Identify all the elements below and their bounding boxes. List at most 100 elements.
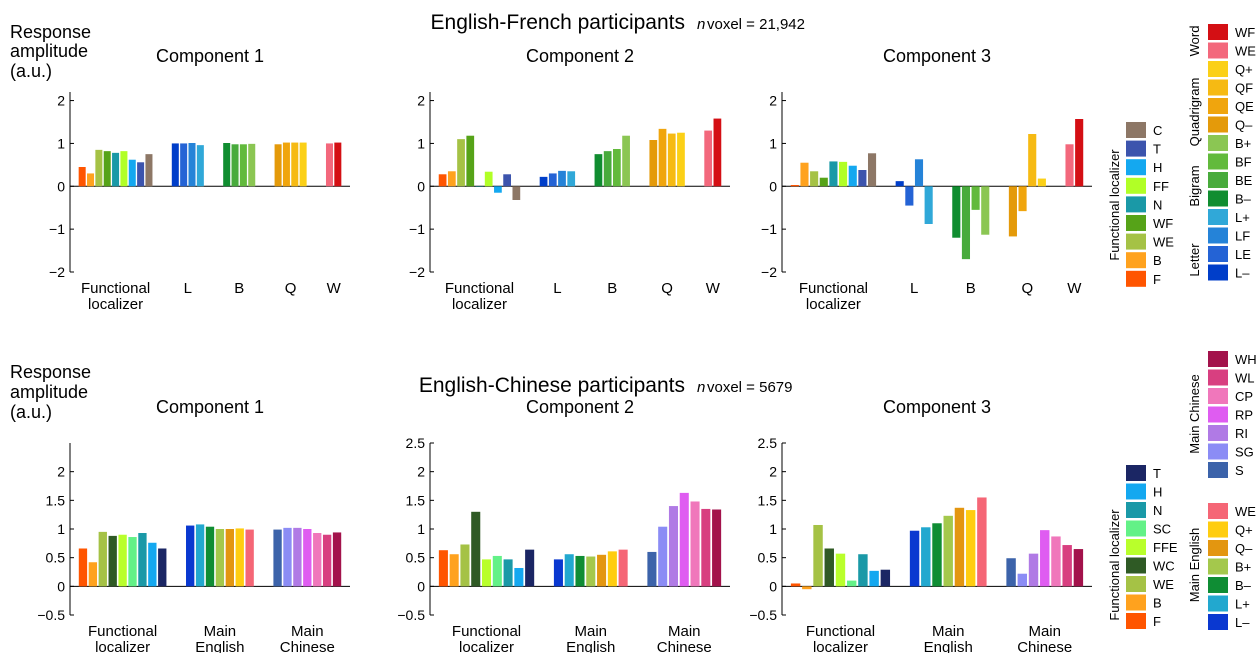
bar-ff (839, 161, 848, 187)
legend-label: Q+ (1235, 62, 1253, 77)
bar-q-c (965, 510, 976, 587)
bar-lf (914, 159, 924, 187)
y-tick-label: 2 (769, 93, 777, 109)
legend-swatch (1126, 140, 1146, 157)
bar-b (449, 554, 459, 587)
x-tick-label: W (327, 280, 342, 297)
legend-label: T (1153, 142, 1161, 157)
svg-text:amplitude: amplitude (10, 382, 88, 402)
bar-we (95, 149, 103, 187)
legend-label: F (1153, 614, 1161, 629)
bar-ffe (481, 559, 492, 587)
top-row-title: English-French participants (431, 11, 685, 34)
bar-sg (1017, 573, 1028, 587)
legend-label: FFE (1153, 540, 1178, 555)
legend-swatch (1208, 61, 1228, 77)
bar-b (88, 562, 98, 587)
bar-s (273, 529, 282, 587)
bar-qf (1028, 134, 1037, 187)
bar-f (78, 548, 88, 587)
bar-q- (649, 140, 658, 187)
bar-b-c (215, 529, 225, 587)
chart-panel-4: Component 1 −0.5 0 0.5 1 1.5 2 Functional locali… (37, 397, 350, 653)
bar-b- (622, 135, 630, 187)
legend-label: H (1153, 485, 1162, 500)
bar-wl (1062, 545, 1072, 587)
legend-swatch (1208, 135, 1228, 151)
legend-label: B (1153, 596, 1162, 611)
legend-swatch (1126, 215, 1146, 231)
bar-c (867, 153, 877, 187)
bar-b (87, 173, 95, 187)
bar-wl (322, 534, 332, 587)
legend-swatch (1208, 462, 1228, 478)
bar-q- (677, 132, 685, 187)
bar-h (148, 542, 157, 587)
legend-swatch (1126, 539, 1146, 555)
legend-swatch (1126, 233, 1146, 250)
y-tick-label: 0.5 (406, 550, 426, 566)
legend-label: Q+ (1235, 523, 1253, 538)
bar-l-c (921, 527, 931, 587)
top-row-voxel-count: voxel = 21,942 (707, 16, 805, 33)
bar-cp (1051, 536, 1061, 587)
x-tick-label: B (966, 280, 976, 297)
bar-cp (690, 501, 700, 587)
bar-wl (701, 508, 711, 587)
y-tick-label: 0 (769, 578, 777, 594)
bar-wec (977, 497, 987, 587)
legend-label: RI (1235, 426, 1248, 441)
bar-q- (1008, 186, 1017, 237)
bar-wc (108, 535, 117, 587)
y-tick-label: −0.5 (749, 607, 777, 623)
legend-label: L+ (1235, 210, 1250, 225)
bar-s (647, 551, 657, 587)
legend-label: N (1153, 503, 1162, 518)
legend-bottom-english: WE Q+ Q– B+ B– L+ L– (1208, 503, 1256, 630)
legend-swatch (1208, 172, 1228, 188)
svg-text:(a.u.): (a.u.) (10, 61, 52, 81)
bar-lf (558, 170, 566, 187)
legend-label: SC (1153, 522, 1171, 537)
legend-label: RP (1235, 408, 1253, 423)
bar-b-c (932, 523, 942, 587)
legend-swatch (1126, 520, 1146, 537)
legend-swatch (1208, 42, 1228, 59)
legend-label: B+ (1235, 560, 1251, 575)
bar-l- (895, 181, 904, 187)
legend-swatch (1208, 503, 1228, 519)
legend-label: BE (1235, 173, 1253, 188)
legend-swatch (1208, 425, 1228, 441)
bar-wf (819, 177, 828, 187)
legend-label: WH (1235, 352, 1257, 367)
y-tick-label: −1 (761, 221, 777, 237)
x-tick-label: B (607, 280, 617, 297)
y-tick-label: 1 (769, 135, 777, 151)
legend-label: H (1153, 160, 1162, 175)
bar-be (231, 144, 239, 187)
bar-ri (293, 527, 302, 587)
y-tick-label: 2 (769, 464, 777, 480)
bar-wfw (1075, 119, 1084, 187)
x-tick-label: Functional localizer (445, 280, 514, 313)
legend-swatch (1208, 351, 1228, 367)
x-tick-label: Main English (566, 623, 615, 653)
x-tick-label: Functional localizer (799, 280, 868, 313)
bar-n (138, 533, 147, 587)
bar-l-c (186, 525, 195, 587)
bar-ffe (118, 534, 127, 587)
bar-n (112, 152, 120, 187)
bar-le (548, 173, 557, 187)
svg-text:(a.u.): (a.u.) (10, 402, 52, 422)
legend-label: F (1153, 272, 1161, 287)
bar-we (457, 139, 465, 187)
bar-q- (1037, 178, 1046, 187)
bar-ri (668, 506, 679, 587)
x-tick-label: Main Chinese (657, 623, 712, 653)
bar-f (438, 174, 447, 187)
top-row-n-label: n (697, 16, 705, 33)
legend-label: WL (1235, 371, 1255, 386)
x-tick-label: Main Chinese (280, 623, 335, 653)
bar-wew (325, 143, 333, 187)
